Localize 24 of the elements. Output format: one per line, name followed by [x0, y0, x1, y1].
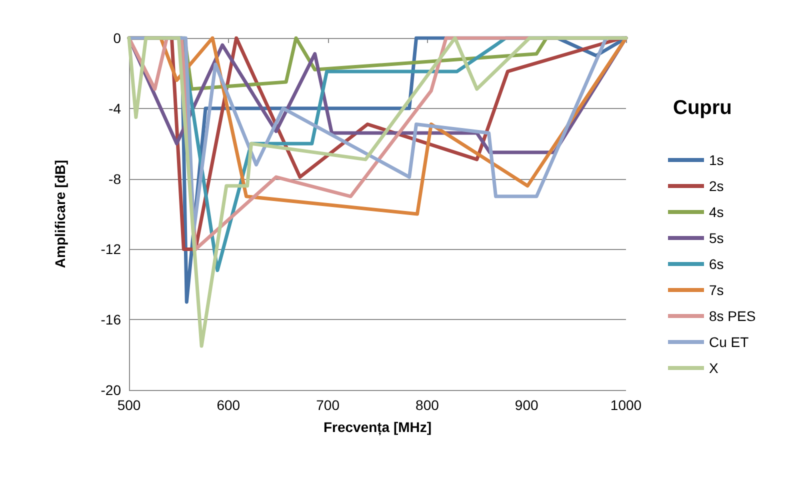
y-tick-label: 0 — [113, 30, 122, 46]
x-tick-label: 1000 — [610, 397, 642, 413]
y-tick-label: -8 — [108, 170, 122, 187]
legend-label: 8s PES — [709, 308, 756, 324]
legend-label: Cu ET — [709, 334, 750, 350]
y-tick-label: -16 — [100, 312, 122, 328]
legend-title: Cupru — [673, 97, 732, 119]
legend-label: 1s — [709, 152, 724, 168]
x-tick-label: 800 — [416, 397, 440, 413]
legend-label: X — [709, 360, 719, 376]
y-tick-label: -4 — [108, 100, 122, 116]
legend-label: 2s — [709, 178, 724, 194]
x-tick-label: 900 — [514, 397, 538, 413]
legend-label: 5s — [709, 230, 724, 246]
x-axis-title: Frecvența [MHz] — [323, 419, 432, 436]
legend-label: 4s — [709, 204, 724, 220]
y-tick-label: -20 — [100, 382, 122, 398]
y-axis-title: Amplificare [dB] — [52, 160, 68, 268]
x-tick-label: 700 — [316, 397, 340, 413]
legend-label: 7s — [709, 282, 724, 298]
x-tick-label: 600 — [216, 397, 240, 413]
y-tick-label: -12 — [100, 241, 122, 258]
x-tick-label: 500 — [117, 397, 141, 413]
legend-label: 6s — [709, 256, 724, 272]
